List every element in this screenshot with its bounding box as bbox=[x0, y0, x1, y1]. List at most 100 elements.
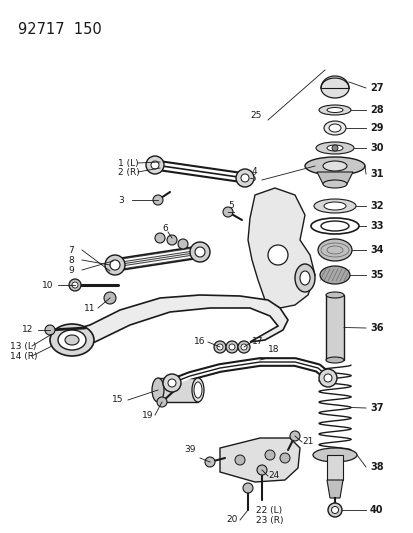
Ellipse shape bbox=[323, 202, 345, 210]
Circle shape bbox=[240, 344, 247, 350]
Text: 32: 32 bbox=[369, 201, 382, 211]
Text: 92717  150: 92717 150 bbox=[18, 22, 102, 37]
Text: 40: 40 bbox=[369, 505, 382, 515]
Circle shape bbox=[228, 344, 235, 350]
Text: 24: 24 bbox=[267, 472, 279, 481]
Text: 34: 34 bbox=[369, 245, 382, 255]
Circle shape bbox=[242, 483, 252, 493]
Circle shape bbox=[168, 379, 176, 387]
Circle shape bbox=[237, 341, 249, 353]
Text: 18: 18 bbox=[267, 345, 279, 354]
Text: 26: 26 bbox=[244, 174, 256, 182]
Text: 38: 38 bbox=[369, 462, 383, 472]
Circle shape bbox=[163, 374, 180, 392]
Ellipse shape bbox=[313, 199, 355, 213]
Polygon shape bbox=[219, 438, 299, 482]
Ellipse shape bbox=[318, 105, 350, 115]
Text: 14 (R): 14 (R) bbox=[10, 351, 38, 360]
Ellipse shape bbox=[58, 330, 86, 350]
Polygon shape bbox=[247, 188, 314, 308]
Ellipse shape bbox=[315, 142, 353, 154]
Circle shape bbox=[318, 369, 336, 387]
Ellipse shape bbox=[320, 78, 348, 98]
Circle shape bbox=[214, 341, 225, 353]
Text: 12: 12 bbox=[22, 326, 33, 335]
Circle shape bbox=[264, 450, 274, 460]
Circle shape bbox=[223, 207, 233, 217]
Ellipse shape bbox=[326, 145, 342, 151]
Text: 2 (R): 2 (R) bbox=[118, 167, 140, 176]
Text: 22 (L): 22 (L) bbox=[255, 505, 281, 514]
Ellipse shape bbox=[192, 378, 204, 402]
Text: 17: 17 bbox=[252, 337, 263, 346]
Text: 6: 6 bbox=[161, 223, 167, 232]
Circle shape bbox=[267, 245, 287, 265]
Circle shape bbox=[72, 282, 78, 288]
Circle shape bbox=[178, 239, 188, 249]
Circle shape bbox=[331, 506, 338, 513]
Text: 16: 16 bbox=[194, 337, 205, 346]
Circle shape bbox=[110, 260, 120, 270]
Circle shape bbox=[323, 374, 331, 382]
Text: 37: 37 bbox=[369, 403, 382, 413]
Ellipse shape bbox=[65, 335, 79, 345]
Circle shape bbox=[216, 344, 223, 350]
Circle shape bbox=[104, 292, 116, 304]
Circle shape bbox=[157, 397, 166, 407]
Circle shape bbox=[45, 325, 55, 335]
Ellipse shape bbox=[50, 324, 94, 356]
Circle shape bbox=[146, 156, 164, 174]
Bar bbox=[325, 295, 343, 360]
Circle shape bbox=[331, 145, 337, 151]
Circle shape bbox=[105, 255, 125, 275]
Ellipse shape bbox=[322, 161, 346, 171]
Circle shape bbox=[166, 235, 177, 245]
Ellipse shape bbox=[326, 108, 342, 112]
Text: 3: 3 bbox=[118, 196, 123, 205]
Circle shape bbox=[190, 242, 209, 262]
Text: 30: 30 bbox=[369, 143, 382, 153]
Text: 27: 27 bbox=[369, 83, 382, 93]
Text: 35: 35 bbox=[369, 270, 382, 280]
Bar bbox=[326, 455, 342, 480]
Text: 11: 11 bbox=[84, 303, 95, 312]
Ellipse shape bbox=[304, 157, 364, 175]
Text: 15: 15 bbox=[112, 395, 123, 405]
Ellipse shape bbox=[319, 266, 349, 284]
Circle shape bbox=[154, 233, 165, 243]
Circle shape bbox=[256, 465, 266, 475]
Circle shape bbox=[204, 457, 214, 467]
Polygon shape bbox=[316, 172, 352, 184]
Text: 39: 39 bbox=[183, 446, 195, 455]
Ellipse shape bbox=[317, 239, 351, 261]
Circle shape bbox=[327, 503, 341, 517]
Bar bbox=[158, 378, 197, 402]
Text: 10: 10 bbox=[42, 280, 53, 289]
Circle shape bbox=[225, 341, 237, 353]
Ellipse shape bbox=[194, 382, 202, 398]
Ellipse shape bbox=[328, 124, 340, 132]
Text: 1 (L): 1 (L) bbox=[118, 158, 138, 167]
Ellipse shape bbox=[294, 264, 314, 292]
Text: 28: 28 bbox=[369, 105, 383, 115]
Text: 20: 20 bbox=[225, 515, 237, 524]
Text: 4: 4 bbox=[252, 166, 257, 175]
Circle shape bbox=[235, 169, 254, 187]
Text: 9: 9 bbox=[68, 265, 74, 274]
Polygon shape bbox=[72, 295, 287, 350]
Text: 29: 29 bbox=[369, 123, 382, 133]
Circle shape bbox=[195, 247, 204, 257]
Text: 8: 8 bbox=[68, 255, 74, 264]
Circle shape bbox=[153, 195, 163, 205]
Ellipse shape bbox=[323, 121, 345, 135]
Ellipse shape bbox=[325, 357, 343, 363]
Ellipse shape bbox=[325, 292, 343, 298]
Ellipse shape bbox=[322, 180, 346, 188]
Text: 7: 7 bbox=[68, 246, 74, 254]
Circle shape bbox=[151, 161, 159, 169]
Text: 25: 25 bbox=[249, 110, 261, 119]
Polygon shape bbox=[326, 480, 342, 498]
Ellipse shape bbox=[299, 271, 309, 285]
Text: 21: 21 bbox=[301, 438, 313, 447]
Text: 23 (R): 23 (R) bbox=[255, 515, 283, 524]
